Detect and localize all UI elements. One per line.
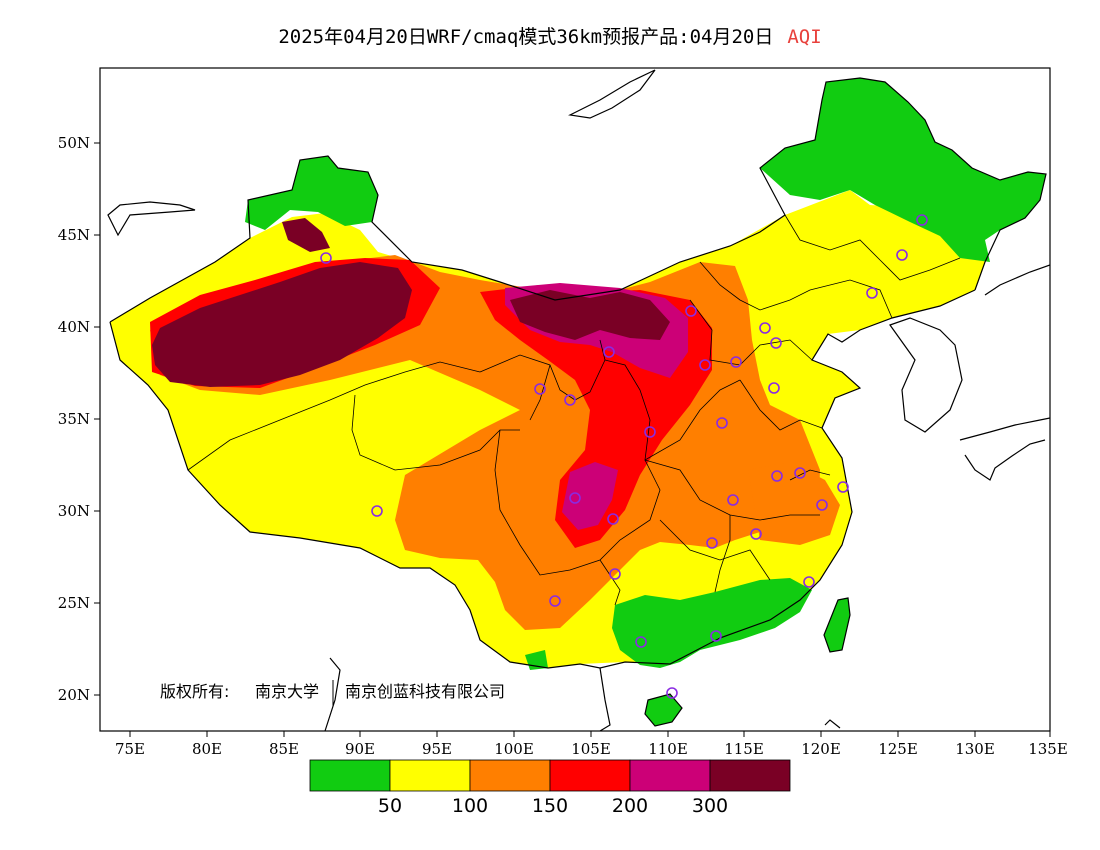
lon-label: 85E [269, 740, 299, 758]
colorbar-swatch [389, 759, 471, 792]
lat-label: 40N [58, 318, 90, 336]
lon-label: 75E [115, 740, 145, 758]
station-marker [771, 470, 783, 482]
aqi-zone-green-south [612, 578, 812, 668]
lon-label: 115E [724, 740, 764, 758]
map-content [107, 69, 1050, 731]
lat-label: 30N [58, 502, 90, 520]
colorbar-swatch [709, 759, 791, 792]
latitude-axis: 50N 45N 40N 35N 30N 25N 20N [58, 134, 100, 704]
station-marker [727, 494, 739, 506]
station-marker [635, 636, 647, 648]
aqi-zone-green-hainan [645, 694, 682, 726]
copyright-org1: 南京大学 [255, 682, 319, 701]
colorbar-label: 100 [452, 795, 488, 817]
aqi-zone-green-taiwan [824, 598, 850, 652]
station-marker [603, 346, 615, 358]
station-marker [710, 630, 722, 642]
station-marker [803, 576, 815, 588]
station-marker [794, 467, 806, 479]
station-marker [730, 356, 742, 368]
boundary-lines [107, 69, 1050, 731]
aqi-zone-darkred-ordos [510, 290, 670, 340]
map-title: 2025年04月20日WRF/cmaq模式36km预报产品:04月20日 AQI [0, 22, 1100, 49]
station-marker [837, 481, 849, 493]
station-marker [699, 359, 711, 371]
station-marker [609, 568, 621, 580]
copyright-label: 版权所有: [160, 682, 229, 701]
title-main: 2025年04月20日WRF/cmaq模式36km预报产品:04月20日 [278, 26, 774, 48]
station-marker [534, 383, 546, 395]
lon-label: 135E [1028, 740, 1068, 758]
lon-label: 110E [648, 740, 688, 758]
station-marker [896, 249, 908, 261]
colorbar-label: 300 [692, 795, 728, 817]
station-marker [759, 322, 771, 334]
station-marker [706, 537, 718, 549]
aqi-colorbar: 50 100 150 200 300 [309, 759, 791, 817]
colorbar-label: 150 [532, 795, 568, 817]
lon-label: 125E [878, 740, 918, 758]
station-marker [564, 394, 576, 406]
colorbar-swatch [549, 759, 631, 792]
colorbar-swatch [469, 759, 551, 792]
station-marker [916, 214, 928, 226]
station-marker [816, 499, 828, 511]
lat-label: 45N [58, 226, 90, 244]
colorbar-label: 50 [378, 795, 402, 817]
station-marker [569, 492, 581, 504]
station-marker [685, 305, 697, 317]
copyright-org2: 南京创蓝科技有限公司 [345, 682, 505, 701]
lat-label: 25N [58, 594, 90, 612]
station-marker [666, 687, 678, 699]
aqi-zone-magenta-sichuan [562, 462, 618, 530]
lon-label: 80E [192, 740, 222, 758]
lon-label: 95E [422, 740, 452, 758]
aqi-zone-darkred-tarim [152, 262, 412, 387]
station-markers [320, 214, 928, 699]
colorbar-swatch [309, 759, 391, 792]
map-frame [99, 67, 1051, 732]
lat-label: 50N [58, 134, 90, 152]
station-marker [770, 337, 782, 349]
aqi-zone-orange-east [748, 462, 840, 545]
lon-label: 100E [494, 740, 534, 758]
lon-label: 130E [955, 740, 995, 758]
station-marker [320, 252, 332, 264]
colorbar-label: 200 [612, 795, 648, 817]
aqi-zone-green-northeast [760, 78, 1046, 262]
station-marker [768, 382, 780, 394]
lon-label: 120E [801, 740, 841, 758]
station-marker [644, 426, 656, 438]
lat-label: 20N [58, 686, 90, 704]
aqi-zone-green-xinjiang [245, 156, 378, 230]
colorbar-swatch [629, 759, 711, 792]
station-marker [716, 417, 728, 429]
station-marker [549, 595, 561, 607]
aqi-zone-darkred-north [282, 218, 330, 252]
station-marker [607, 513, 619, 525]
lon-label: 90E [345, 740, 375, 758]
station-marker [866, 287, 878, 299]
lat-label: 35N [58, 410, 90, 428]
longitude-axis: 75E 80E 85E 90E 95E 100E 105E 110E 115E … [115, 731, 1068, 758]
station-marker [750, 528, 762, 540]
title-product: AQI [787, 26, 822, 48]
station-marker [371, 505, 383, 517]
lon-label: 105E [571, 740, 611, 758]
